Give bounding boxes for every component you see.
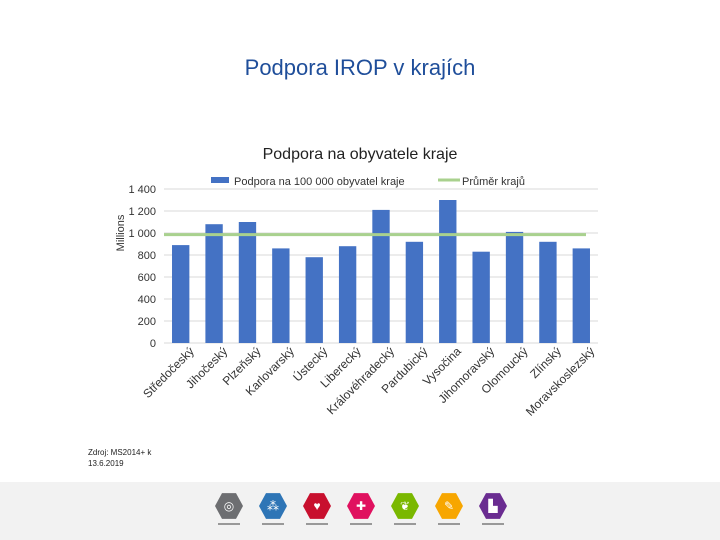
bar bbox=[405, 241, 424, 343]
corner-icon: ▙ bbox=[477, 492, 509, 532]
y-tick-label: 400 bbox=[138, 294, 156, 306]
icon-hexagon: ⁂ bbox=[259, 493, 287, 519]
chart-title: Podpora na obyvatele kraje bbox=[263, 146, 458, 163]
chart: Podpora na obyvatele kraje 0 200 400 600 800 1… bbox=[115, 146, 598, 419]
legend-label-average: Průměr krajů bbox=[462, 176, 525, 188]
bar bbox=[539, 241, 557, 343]
icon-caption-bar bbox=[306, 523, 328, 525]
bar bbox=[572, 248, 590, 343]
icon-hexagon: ◎ bbox=[215, 493, 243, 519]
footer-icons: ◎ ⁂ ♥ ✚ ❦ ✎ ▙ bbox=[213, 492, 509, 532]
source-note: Zdroj: MS2014+ k 13.6.2019 bbox=[88, 448, 152, 468]
y-tick-label: 0 bbox=[150, 338, 156, 350]
icon-caption-bar bbox=[262, 523, 284, 525]
icon-hexagon: ❦ bbox=[391, 493, 419, 519]
leaf-icon: ❦ bbox=[389, 492, 421, 532]
y-tick-label: 800 bbox=[138, 250, 156, 262]
network-icon: ⁂ bbox=[257, 492, 289, 532]
bar bbox=[338, 246, 357, 343]
icon-caption-bar bbox=[350, 523, 372, 525]
heart-icon: ♥ bbox=[301, 492, 333, 532]
y-tick-label: 600 bbox=[138, 272, 156, 284]
bar bbox=[439, 200, 457, 343]
legend-label-bars: Podpora na 100 000 obyvatel kraje bbox=[234, 176, 405, 188]
icon-hexagon: ♥ bbox=[303, 493, 331, 519]
bar-layer bbox=[172, 200, 590, 343]
x-tick-label: Středočeský bbox=[140, 344, 197, 401]
pencil-icon: ✎ bbox=[433, 492, 465, 532]
icon-hexagon: ✎ bbox=[435, 493, 463, 519]
icon-caption-bar bbox=[438, 523, 460, 525]
icon-hexagon: ▙ bbox=[479, 493, 507, 519]
icon-caption-bar bbox=[218, 523, 240, 525]
y-axis-label: Millions bbox=[115, 214, 127, 251]
bar bbox=[305, 257, 323, 343]
icon-caption-bar bbox=[482, 523, 504, 525]
bar bbox=[372, 209, 390, 343]
icon-caption-bar bbox=[394, 523, 416, 525]
legend-swatch-bars bbox=[211, 177, 229, 183]
y-tick-label: 1 400 bbox=[128, 184, 156, 196]
bar bbox=[205, 224, 223, 343]
y-tick-label: 1 000 bbox=[128, 228, 156, 240]
bar bbox=[172, 245, 190, 343]
cross-icon: ✚ bbox=[345, 492, 377, 532]
y-tick-label: 1 200 bbox=[128, 206, 156, 218]
bar bbox=[272, 248, 290, 343]
bar bbox=[505, 231, 524, 343]
bar bbox=[472, 251, 490, 343]
y-tick-label: 200 bbox=[138, 316, 156, 328]
icon-hexagon: ✚ bbox=[347, 493, 375, 519]
bar bbox=[238, 222, 257, 343]
target-icon: ◎ bbox=[213, 492, 245, 532]
page-title: Podpora IROP v krajích bbox=[244, 55, 476, 80]
